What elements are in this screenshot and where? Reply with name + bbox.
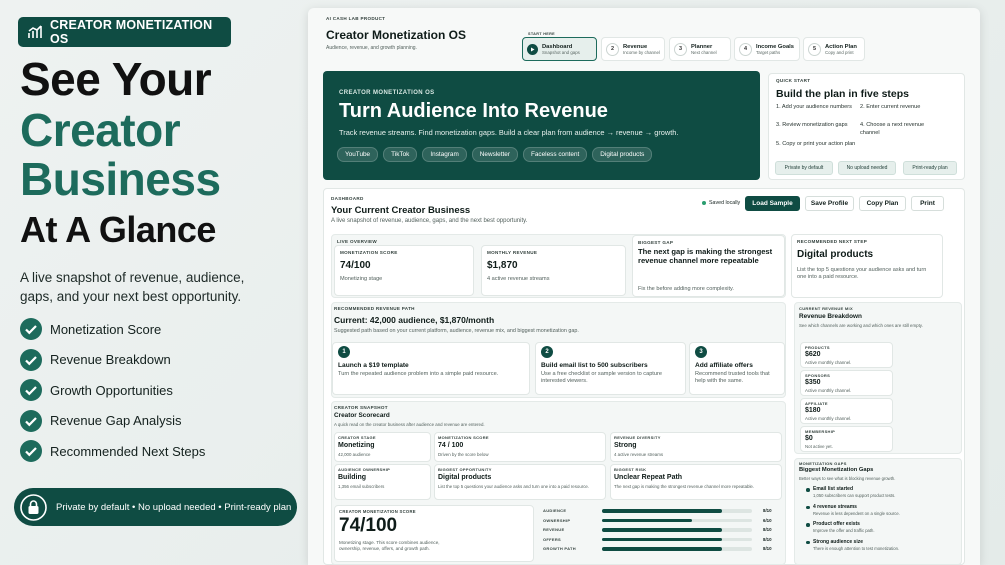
description: A live snapshot of revenue, audience, ga… <box>20 270 245 304</box>
step-sub: Copy and print <box>825 49 854 55</box>
tag[interactable]: Digital products <box>592 147 653 162</box>
pill-text: Private by default • No upload needed • … <box>56 501 292 513</box>
step-text: Income Goals Target paths <box>756 44 794 55</box>
button[interactable]: Print <box>911 196 944 211</box>
app-window <box>308 8 980 565</box>
tag[interactable]: Faceless content <box>522 147 588 162</box>
headline-line: See Your <box>20 53 212 105</box>
step-title: Revenue <box>623 43 648 50</box>
step-sub: Next channel <box>691 49 717 55</box>
step-number: 3 <box>674 42 687 56</box>
button[interactable]: Copy Plan <box>859 196 906 211</box>
feature: Revenue Breakdown <box>20 348 280 371</box>
feature: Revenue Gap Analysis <box>20 409 280 432</box>
feature-text: Growth Opportunities <box>50 382 173 398</box>
badge-icon <box>28 25 42 39</box>
tag-row: YouTube TikTok Instagram Newsletter Faceless… <box>337 147 653 162</box>
step-number: 4 <box>739 42 752 56</box>
step-title: Income Goals <box>756 43 795 50</box>
check-icon <box>20 409 42 432</box>
badge: CREATOR MONETIZATION OS <box>18 17 231 47</box>
step-text: Revenue Income by channel <box>623 44 660 55</box>
feature: Monetization Score <box>20 318 280 340</box>
step-sub: Target paths <box>756 49 781 55</box>
step-title: Action Plan <box>825 43 857 50</box>
tag[interactable]: YouTube <box>337 147 379 162</box>
step-number: 2 <box>606 42 619 56</box>
headline-line: Creator <box>20 104 181 156</box>
step-tab[interactable]: 5 Action Plan Copy and print <box>803 37 865 61</box>
privacy-pill: Private by default • No upload needed • … <box>14 488 297 526</box>
step-title: Planner <box>691 43 713 50</box>
check-icon <box>20 440 42 462</box>
step-number <box>527 43 538 55</box>
step-text: Dashboard Snapshot and gaps <box>542 44 580 55</box>
step-sub: Snapshot and gaps <box>542 49 580 55</box>
step-text: Action Plan Copy and print <box>825 44 857 55</box>
step-title: Dashboard <box>542 43 573 50</box>
check-icon <box>20 348 42 371</box>
promo-panel: CREATOR MONETIZATION OS See Your Creator Bu… <box>0 0 305 565</box>
step-tab[interactable]: Dashboard Snapshot and gaps <box>522 37 597 61</box>
feature-text: Revenue Gap Analysis <box>50 413 182 428</box>
tag[interactable]: Newsletter <box>471 147 518 162</box>
badge-text: CREATOR MONETIZATION OS <box>50 18 213 46</box>
step-number: 5 <box>808 42 821 56</box>
check-icon <box>20 379 42 401</box>
step-tab[interactable]: 4 Income Goals Target paths <box>734 37 800 61</box>
headline-line: Business <box>20 153 221 205</box>
headline-line: At A Glance <box>20 209 216 250</box>
feature-text: Revenue Breakdown <box>50 352 171 367</box>
feature: Recommended Next Steps <box>20 440 280 462</box>
check-icon <box>20 318 42 340</box>
step-tab[interactable]: 2 Revenue Income by channel <box>601 37 665 61</box>
lock-icon <box>20 493 47 521</box>
step-tab[interactable]: 3 Planner Next channel <box>669 37 731 61</box>
button[interactable]: Load Sample <box>745 196 800 211</box>
step-sub: Income by channel <box>623 49 660 55</box>
tag[interactable]: Instagram <box>422 147 467 162</box>
feature-text: Monetization Score <box>50 321 162 337</box>
tag[interactable]: TikTok <box>383 147 418 162</box>
button[interactable]: Save Profile <box>805 196 854 211</box>
step-text: Planner Next channel <box>691 44 717 55</box>
feature-text: Recommended Next Steps <box>50 443 206 459</box>
feature: Growth Opportunities <box>20 379 280 401</box>
